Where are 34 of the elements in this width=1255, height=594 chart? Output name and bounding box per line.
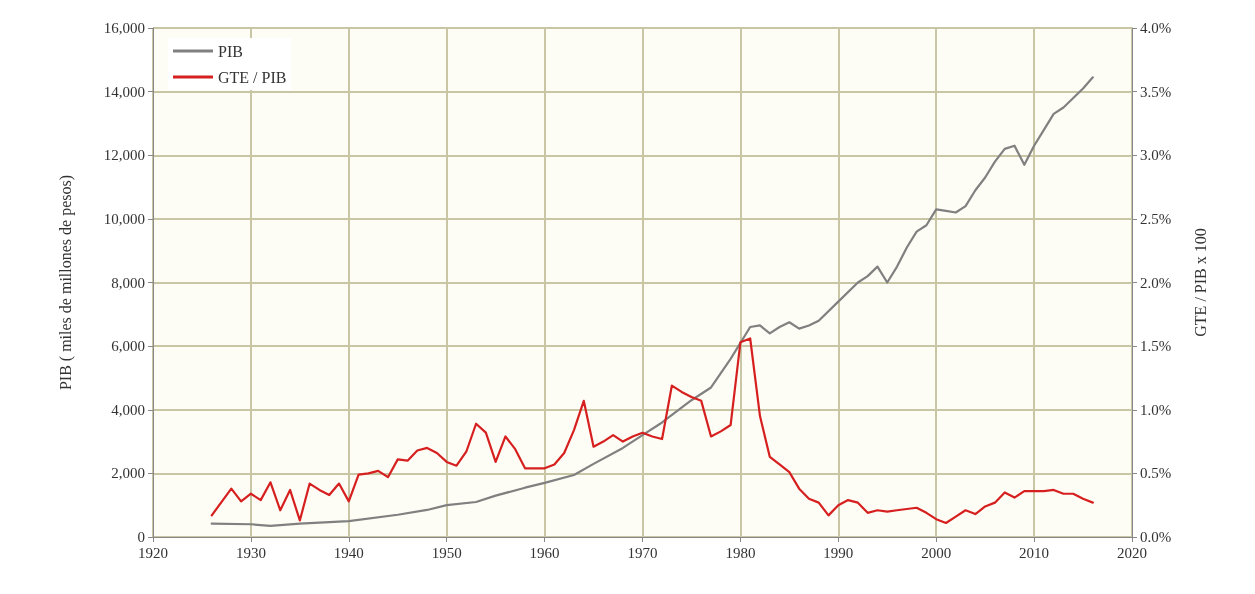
- y2-tick-label: 0.5%: [1140, 465, 1172, 482]
- y2-axis-title: GTE / PIB x 100: [1191, 228, 1209, 337]
- y2-tick-label: 2.5%: [1140, 210, 1172, 227]
- y-tick-label: 12,000: [103, 147, 145, 164]
- x-tick-label: 1920: [138, 544, 168, 561]
- x-tick-label: 1980: [725, 544, 756, 561]
- y-tick-label: 6,000: [111, 338, 145, 355]
- x-tick-label: 1970: [627, 544, 658, 561]
- x-tick-label: 1960: [529, 544, 560, 561]
- x-tick-label: 1940: [333, 544, 364, 561]
- x-tick-label: 2010: [1019, 544, 1050, 561]
- y-axis-title: PIB ( miles de millones de pesos): [56, 174, 75, 391]
- x-tick-label: 2020: [1117, 544, 1147, 561]
- y2-tick-label: 4.0%: [1140, 20, 1172, 36]
- y-tick-label: 2,000: [111, 465, 145, 482]
- x-tick-label: 1990: [823, 544, 854, 561]
- y2-tick-label: 3.5%: [1140, 83, 1172, 100]
- y-tick-label: 4,000: [111, 401, 145, 418]
- y-tick-label: 14,000: [103, 83, 145, 100]
- y2-tick-label: 3.0%: [1140, 147, 1172, 164]
- y-tick-label: 16,000: [103, 20, 145, 36]
- y2-tick-label: 2.0%: [1140, 274, 1172, 291]
- x-tick-label: 1930: [235, 544, 266, 561]
- y2-tick-label: 1.0%: [1140, 401, 1172, 418]
- y-tick-label: 8,000: [111, 274, 145, 291]
- y2-tick-label: 0.0%: [1140, 529, 1172, 545]
- legend-label: PIB: [218, 42, 243, 60]
- x-tick-label: 1950: [431, 544, 462, 561]
- y-tick-label: 10,000: [103, 210, 145, 227]
- legend-label: GTE / PIB: [218, 68, 287, 86]
- y-tick-label: 0: [137, 529, 145, 545]
- line-series: [210, 337, 1094, 525]
- x-tick-label: 2000: [921, 544, 952, 561]
- y2-tick-label: 1.5%: [1140, 338, 1172, 355]
